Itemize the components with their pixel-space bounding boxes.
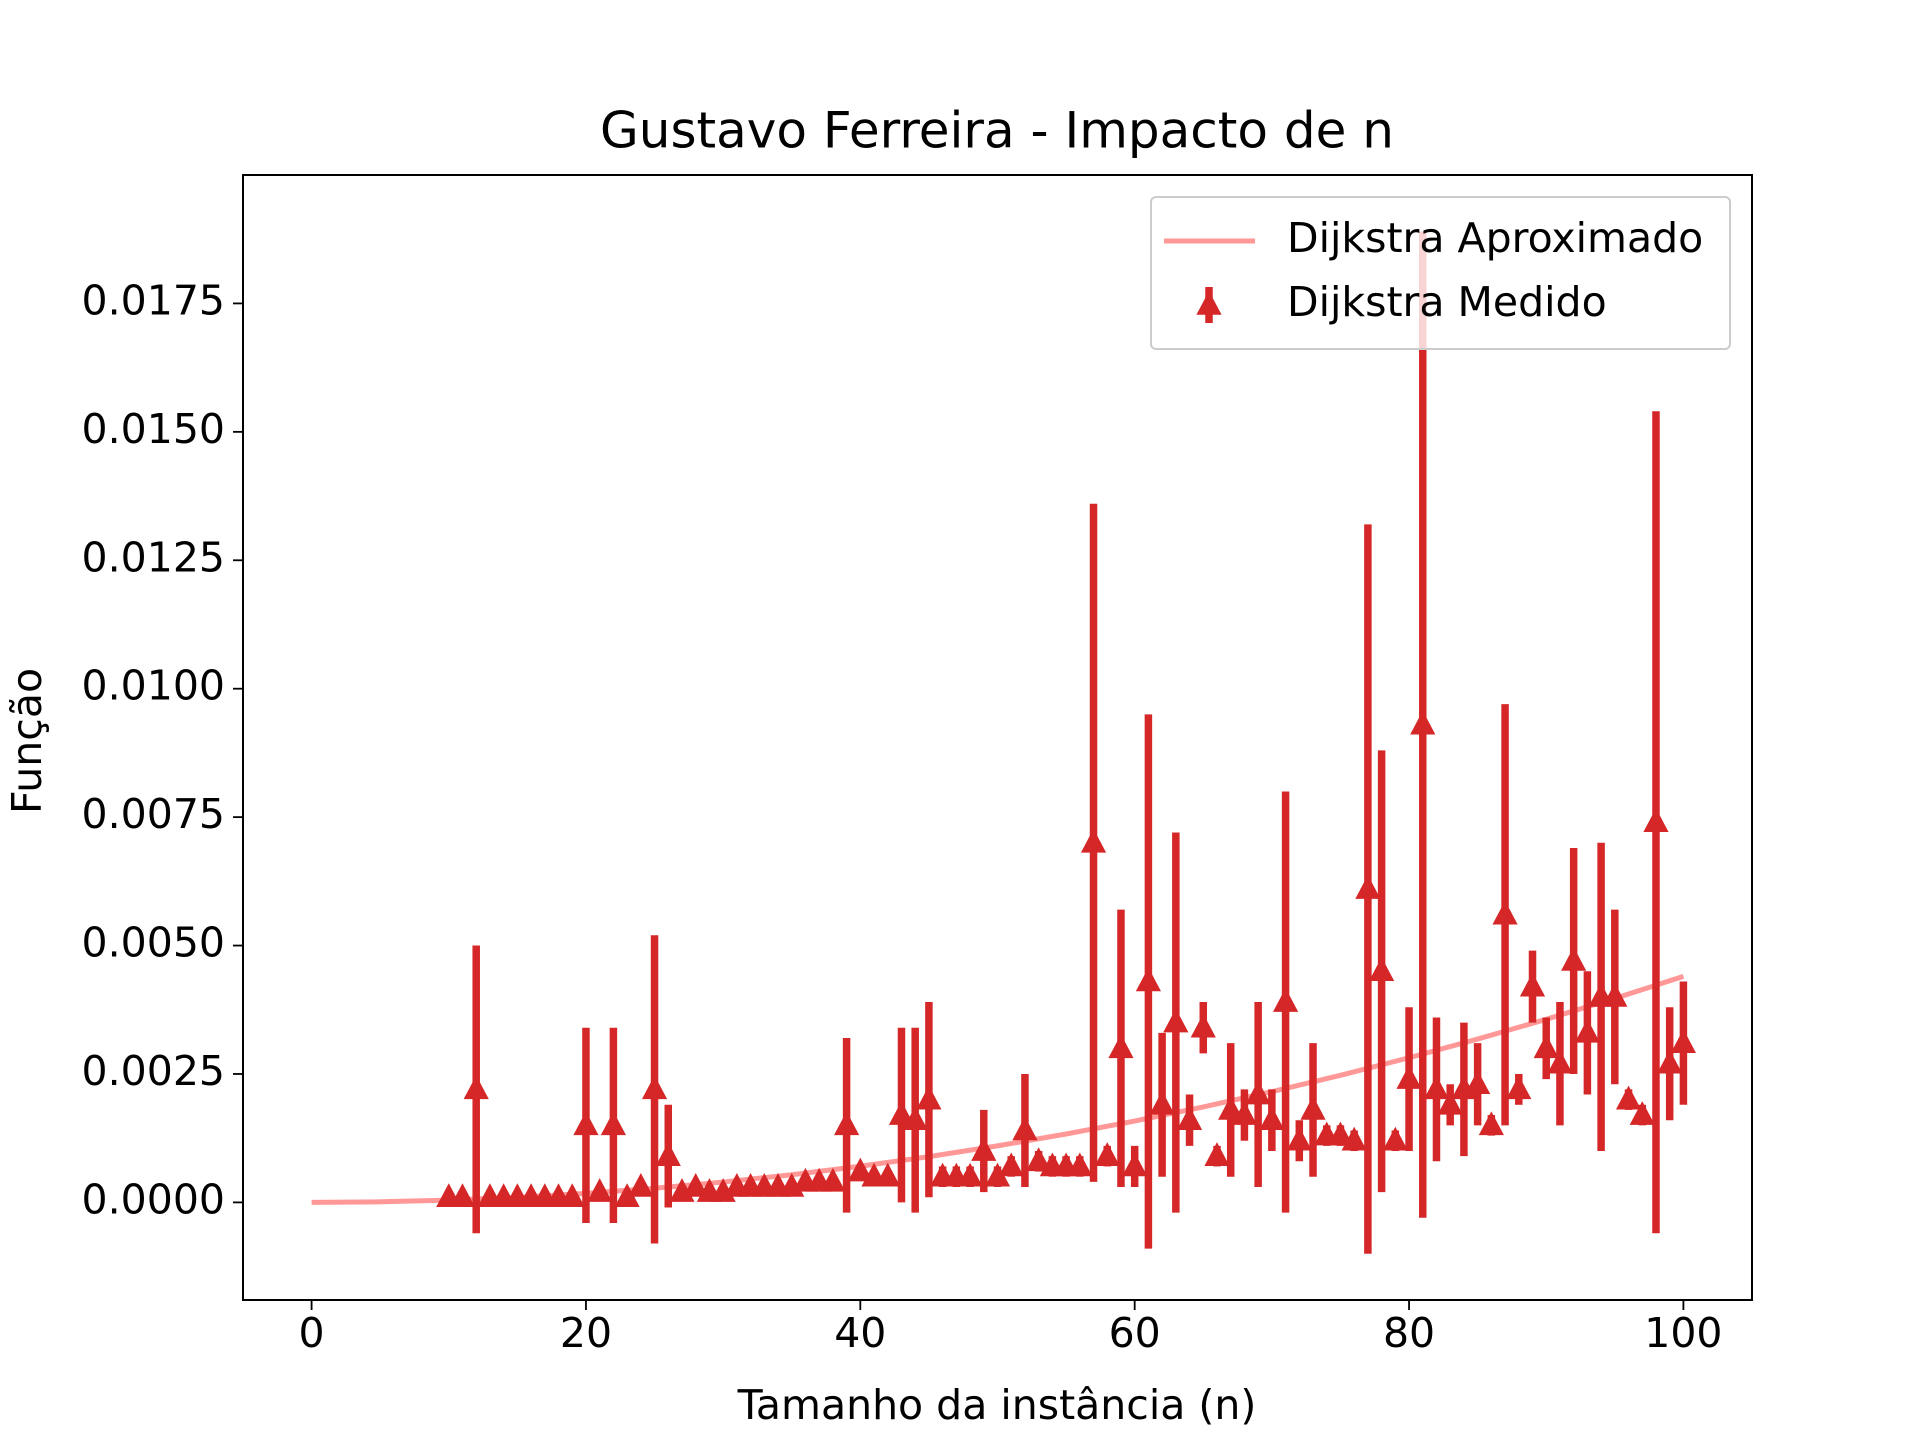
marker	[902, 1106, 928, 1131]
marker	[1300, 1095, 1326, 1120]
y-tick-label: 0.0025	[82, 1047, 225, 1095]
marker	[683, 1172, 709, 1197]
y-axis-label: Função	[3, 668, 51, 814]
marker	[1643, 808, 1669, 833]
y-tick-label: 0.0100	[82, 662, 225, 710]
marker	[1163, 1008, 1189, 1033]
legend-box	[1150, 196, 1731, 350]
marker	[1492, 900, 1518, 925]
marker	[1437, 1090, 1463, 1115]
x-tick-label: 0	[299, 1309, 325, 1357]
marker	[1204, 1142, 1230, 1166]
marker	[1272, 988, 1299, 1012]
marker	[559, 1183, 585, 1208]
marker	[1670, 1029, 1697, 1053]
axes-frame	[242, 174, 1753, 1301]
marker	[1176, 1106, 1203, 1131]
marker	[1259, 1106, 1285, 1131]
marker	[1149, 1090, 1175, 1115]
marker	[957, 1162, 983, 1187]
marker	[1561, 946, 1587, 971]
marker	[820, 1167, 846, 1192]
marker	[1547, 1049, 1573, 1074]
y-tick-label: 0.0075	[82, 790, 225, 838]
marker	[1108, 1034, 1134, 1059]
x-tick-label: 40	[834, 1309, 886, 1357]
marker	[1533, 1034, 1559, 1059]
marker	[1094, 1142, 1120, 1166]
marker	[1080, 828, 1107, 853]
marker	[1067, 1152, 1093, 1177]
marker	[916, 1085, 942, 1110]
marker	[449, 1183, 476, 1208]
marker	[998, 1152, 1024, 1177]
y-tick-label: 0.0150	[82, 405, 225, 453]
y-tick-label: 0.0175	[82, 276, 225, 324]
marker	[1574, 1018, 1600, 1043]
marker	[1245, 1080, 1271, 1105]
x-tick-label: 20	[560, 1309, 612, 1357]
marker	[587, 1178, 613, 1202]
marker	[573, 1111, 599, 1136]
marker	[1615, 1085, 1642, 1110]
marker	[1231, 1101, 1258, 1125]
marker	[1410, 710, 1436, 735]
legend-label: Dijkstra Aproximado	[1287, 214, 1703, 262]
marker	[1341, 1126, 1367, 1151]
marker	[1602, 982, 1628, 1007]
x-tick-label: 60	[1109, 1309, 1161, 1357]
marker	[1026, 1147, 1052, 1172]
marker	[1629, 1101, 1655, 1125]
marker	[1355, 875, 1381, 899]
marker	[1519, 972, 1546, 997]
x-tick-label: 100	[1644, 1309, 1722, 1357]
x-axis-label: Tamanho da instância (n)	[737, 1381, 1257, 1429]
marker	[1327, 1121, 1354, 1146]
marker	[1396, 1065, 1422, 1089]
marker	[1122, 1152, 1148, 1177]
y-tick-label: 0.0050	[82, 919, 225, 967]
plot-area	[311, 231, 1697, 1254]
marker	[614, 1183, 640, 1208]
marker	[1382, 1126, 1408, 1151]
marker	[984, 1162, 1011, 1187]
y-tick-label: 0.0000	[82, 1175, 225, 1223]
marker	[1657, 1049, 1683, 1074]
marker	[463, 1075, 489, 1100]
marker	[1190, 1013, 1216, 1038]
y-tick-label: 0.0125	[82, 533, 225, 581]
marker	[847, 1157, 873, 1182]
marker	[1012, 1116, 1038, 1141]
marker	[971, 1137, 997, 1161]
marker	[600, 1111, 626, 1136]
marker	[1369, 957, 1395, 982]
marker	[1423, 1075, 1450, 1100]
marker	[655, 1142, 681, 1166]
marker	[888, 1101, 915, 1125]
legend-marker	[1196, 291, 1222, 315]
marker	[1286, 1126, 1312, 1151]
legend-label: Dijkstra Medido	[1287, 278, 1607, 326]
chart-title: Gustavo Ferreira - Impacto de n	[600, 102, 1394, 160]
marker	[834, 1111, 860, 1136]
marker	[628, 1172, 654, 1197]
marker	[1478, 1111, 1504, 1136]
marker	[1465, 1070, 1491, 1095]
x-tick-label: 80	[1383, 1309, 1435, 1357]
marker	[1506, 1075, 1532, 1100]
marker	[1135, 967, 1161, 992]
marker	[875, 1162, 901, 1187]
marker	[641, 1075, 668, 1100]
marker	[1218, 1095, 1244, 1120]
